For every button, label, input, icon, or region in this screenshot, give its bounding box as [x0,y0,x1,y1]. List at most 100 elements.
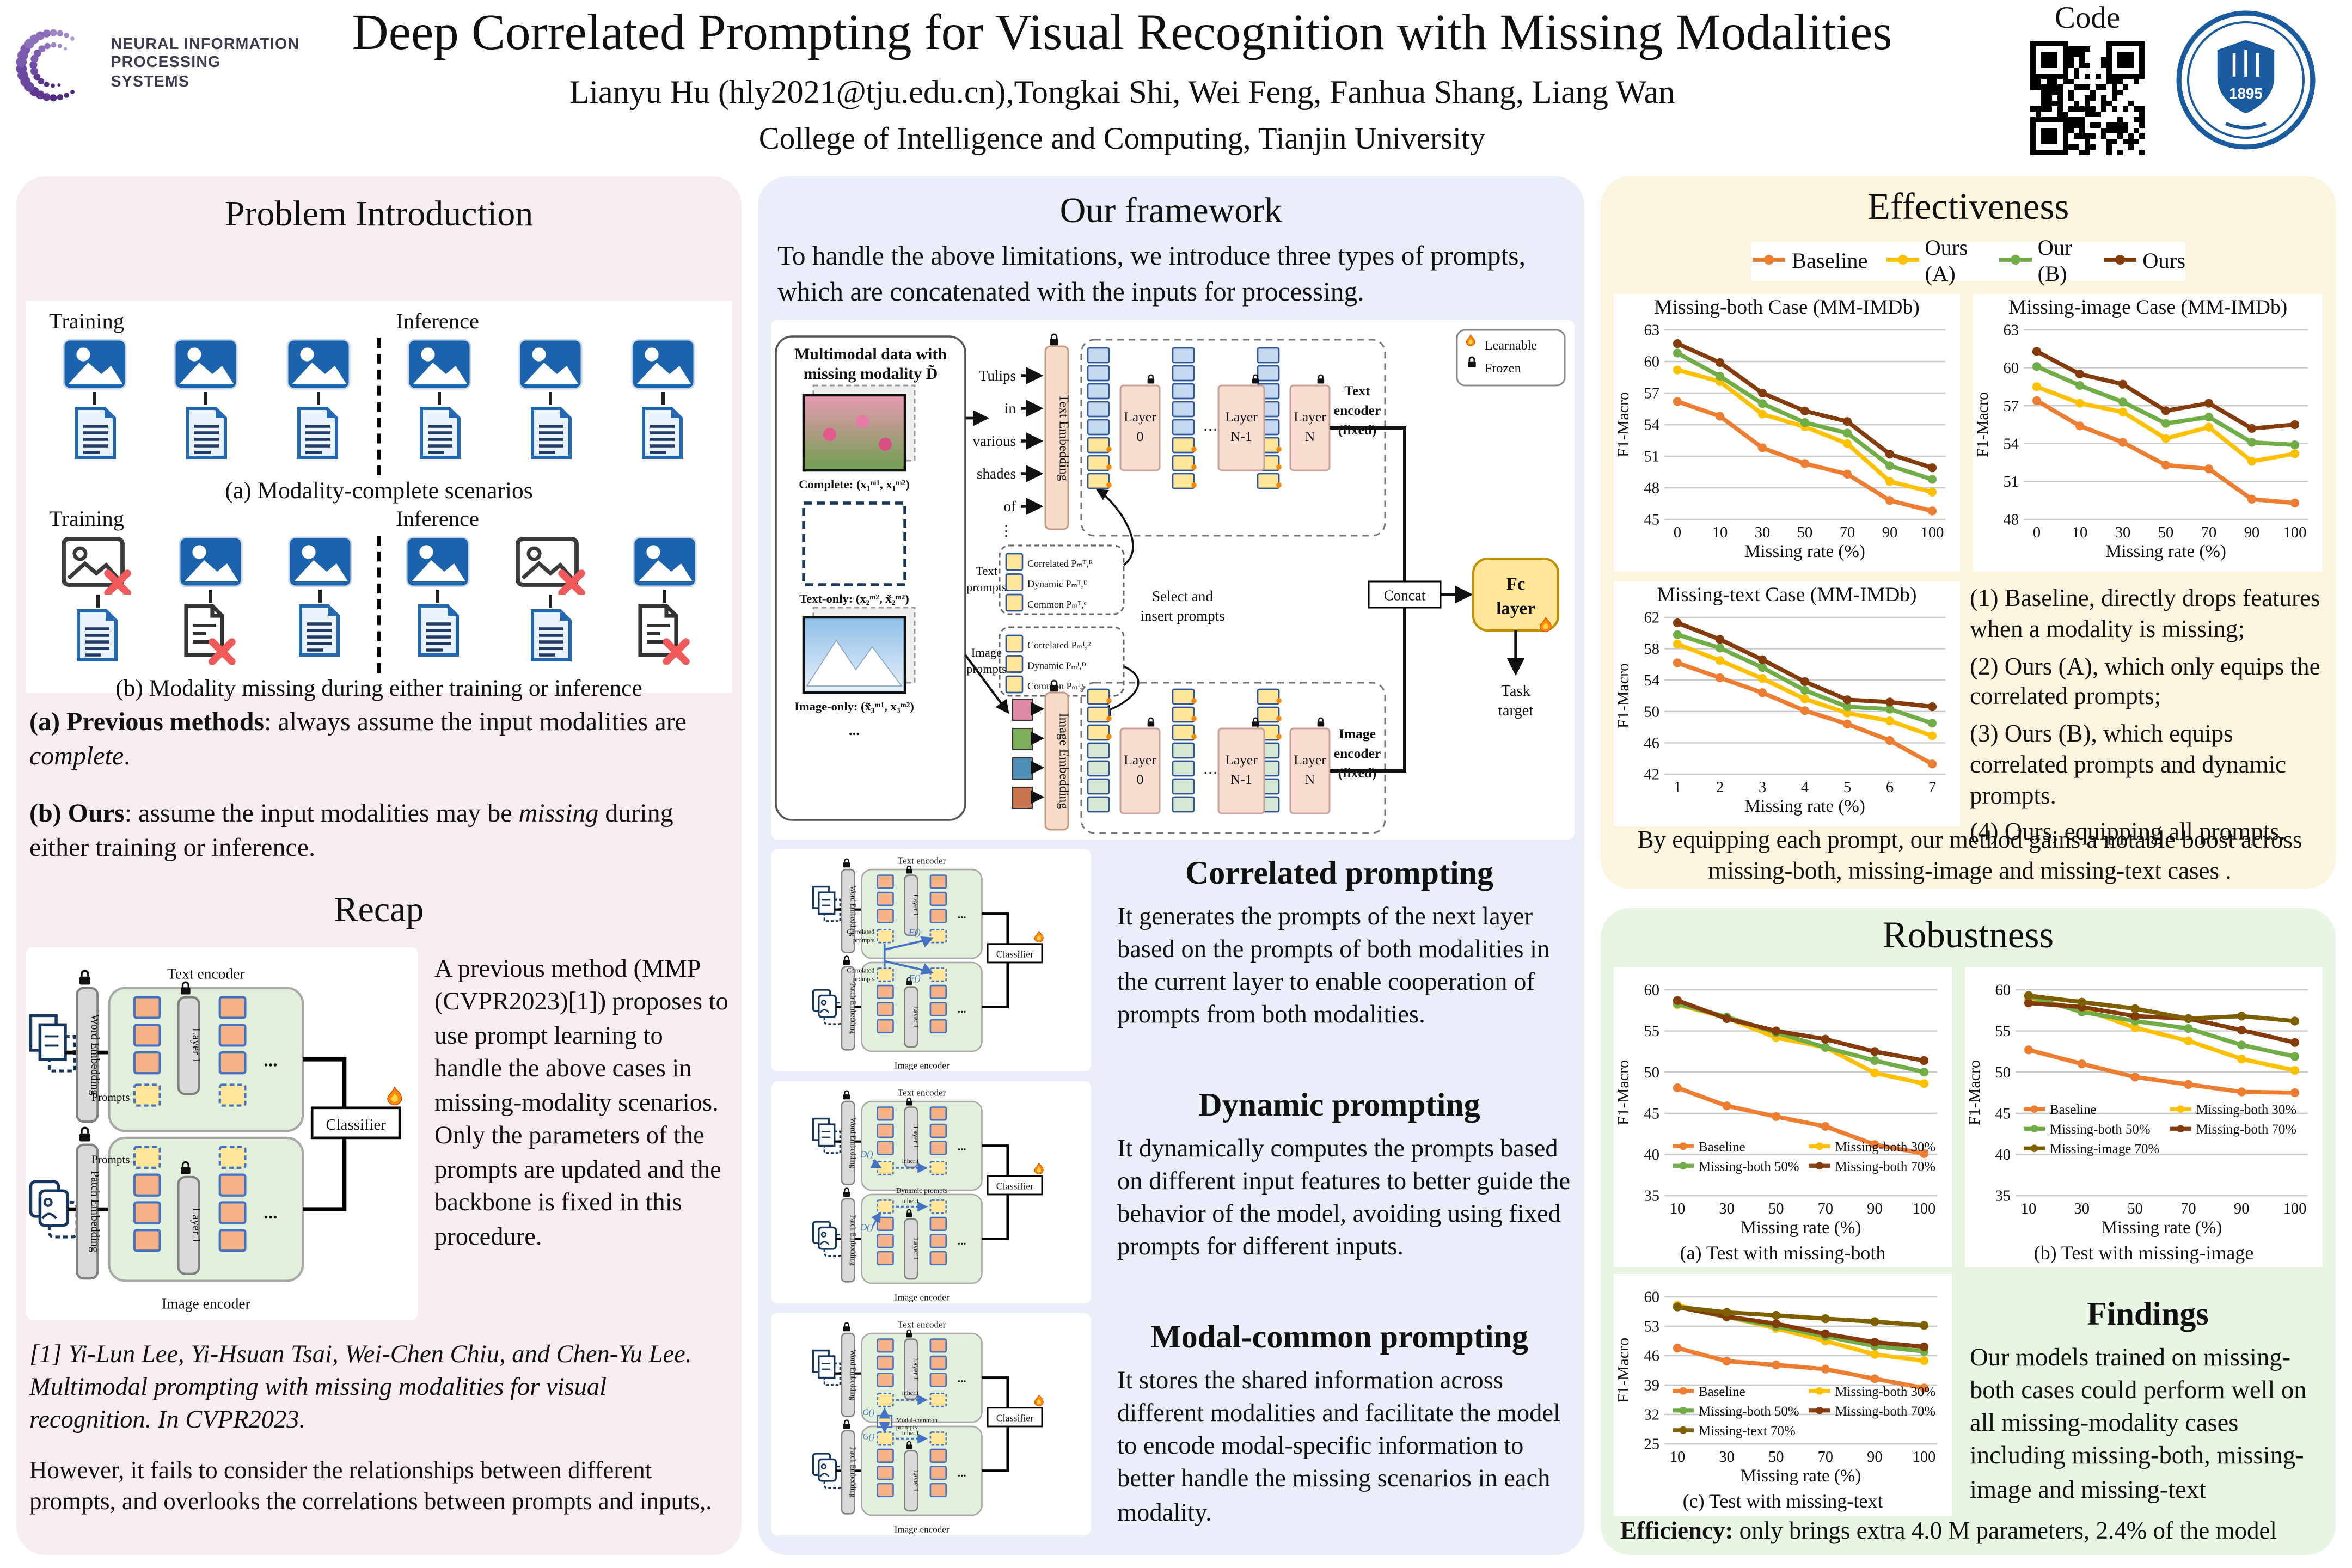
image-icon [519,339,583,390]
connector-line [661,392,665,405]
svg-text:Missing-text 70%: Missing-text 70% [1699,1424,1796,1438]
svg-text:51: 51 [2004,474,2019,491]
scenario-row: Training Inference (a) Modality-complete s… [39,309,719,506]
svg-text:70: 70 [1818,1200,1834,1217]
previous-methods-italic: complete [29,743,124,771]
svg-text:Image encoder: Image encoder [893,1524,948,1535]
chart-missing-text: 42 46 50 54 58 62 1 2 3 4 5 6 7 Missing rate (%) F1-Ma… [1614,581,1960,826]
svg-text:10: 10 [2021,1200,2037,1217]
robust-missing-text-chart: 25 32 39 46 53 60 10 30 50 70 90 100 Missing rate (%… [1614,1289,1937,1512]
svg-text:Missing rate (%): Missing rate (%) [1744,542,1865,561]
svg-text:Layer 1: Layer 1 [911,1358,920,1380]
dynamic-prompting-figure: Text encoder Image encoder Word Embedding P… [771,1081,1091,1303]
svg-text:Dynamic prompts: Dynamic prompts [895,1186,946,1195]
svg-text:Missing-both 30%: Missing-both 30% [2196,1102,2297,1117]
dynamic-prompting-body: It dynamically computes the prompts base… [1117,1135,1570,1262]
svg-text:Baseline: Baseline [1699,1385,1745,1399]
svg-text:Classifier: Classifier [995,1181,1032,1192]
connector-line [93,392,97,405]
svg-text:70: 70 [2201,524,2217,541]
svg-text:54: 54 [1644,672,1660,689]
training-label: Training [49,506,125,531]
svg-text:F1-Macro: F1-Macro [1965,1060,1983,1125]
document-icon [530,609,572,661]
svg-text:Baseline: Baseline [1699,1140,1745,1154]
neurips-logo-line1: NEURAL INFORMATION [111,35,300,54]
legend-label: Baseline [1792,248,1868,273]
svg-text:70: 70 [2180,1200,2196,1217]
svg-text:...: ... [957,1234,965,1247]
legend-label: Our (B) [2037,235,2072,286]
svg-text:⋯: ⋯ [1203,421,1218,438]
svg-text:54: 54 [2004,436,2019,452]
svg-text:40: 40 [1644,1147,1660,1163]
svg-text:60: 60 [1644,1289,1660,1306]
svg-text:encoder: encoder [1334,402,1381,418]
legend-item-our-b: Our (B) [1997,235,2086,287]
svg-text:50: 50 [1644,703,1660,720]
document-icon [186,407,227,459]
svg-text:51: 51 [1644,449,1660,465]
svg-text:target: target [1498,702,1533,719]
image-text-pair [287,536,352,658]
findings-text: Our models trained on missing-both cases… [1970,1344,2307,1504]
svg-text:1895: 1895 [2229,85,2262,102]
svg-text:2: 2 [1716,779,1724,796]
document-icon [530,407,572,459]
svg-text:100: 100 [1913,1449,1936,1466]
svg-text:(a) Test with missing-both: (a) Test with missing-both [1680,1242,1886,1264]
image-icon [630,339,695,390]
svg-text:Frozen: Frozen [1485,362,1521,376]
svg-text:(c) Test with missing-text: (c) Test with missing-text [1683,1490,1883,1512]
svg-text:32: 32 [1644,1407,1660,1424]
ours-label: (b) Ours [29,800,125,828]
svg-text:Learnable: Learnable [1485,339,1537,353]
svg-text:53: 53 [1644,1319,1660,1336]
svg-text:Missing rate (%): Missing rate (%) [2105,542,2226,561]
svg-text:Layer 1: Layer 1 [911,895,920,916]
svg-text:encoder: encoder [1334,745,1381,761]
svg-text:30: 30 [1719,1200,1735,1217]
svg-text:F(): F() [908,973,920,983]
svg-text:Text: Text [1344,383,1370,399]
inference-label: Inference [396,309,480,333]
svg-text:...: ... [957,1371,965,1385]
svg-text:100: 100 [2283,524,2307,541]
svg-text:70: 70 [1840,524,1855,541]
svg-text:Missing-both 50%: Missing-both 50% [1699,1159,1799,1174]
svg-text:Fc: Fc [1506,574,1526,594]
effectiveness-summary: By equipping each prompt, our method gai… [1637,828,2302,885]
svg-text:63: 63 [2004,322,2019,339]
legend-item-ours-a: Ours (A) [1884,235,1981,287]
svg-text:30: 30 [2074,1200,2090,1217]
svg-text:...: ... [957,1466,965,1479]
ours-a-marker-icon [1884,248,1920,274]
svg-text:90: 90 [2244,524,2260,541]
svg-text:50: 50 [1797,524,1813,541]
image-icon [63,339,127,390]
image-text-pair [62,338,127,461]
svg-text:Layer 1: Layer 1 [911,1126,920,1148]
svg-text:Missing-both 50%: Missing-both 50% [2050,1122,2151,1137]
svg-text:Missing rate (%): Missing rate (%) [1744,797,1865,816]
svg-text:prompts: prompts [895,1423,916,1431]
svg-text:Missing-both 70%: Missing-both 70% [1835,1404,1936,1419]
svg-text:35: 35 [1644,1188,1660,1205]
svg-text:Prompts: Prompts [91,1152,130,1165]
ours-italic: missing [518,800,599,828]
svg-text:90: 90 [1882,524,1898,541]
modal-common-prompting-figure: Text encoder Image encoder Word Embedding P… [771,1313,1091,1535]
svg-text:Layer 1: Layer 1 [911,1470,920,1492]
svg-text:D(): D() [859,1149,872,1160]
svg-text:inherit: inherit [901,1389,918,1396]
svg-text:Correlated: Correlated [846,928,874,935]
svg-text:57: 57 [1644,385,1660,402]
svg-text:0: 0 [2033,524,2041,541]
modal-common-prompting-diagram: Text encoder Image encoder Word Embedding P… [811,1320,1043,1535]
image-text-pair [174,338,239,461]
svg-text:Layer 1: Layer 1 [911,1238,920,1260]
svg-text:Modal-common: Modal-common [895,1416,936,1424]
svg-text:...: ... [957,908,965,921]
effectiveness-notes: (1) Baseline, directly drops features wh… [1970,585,2326,856]
svg-text:100: 100 [2283,1200,2307,1217]
